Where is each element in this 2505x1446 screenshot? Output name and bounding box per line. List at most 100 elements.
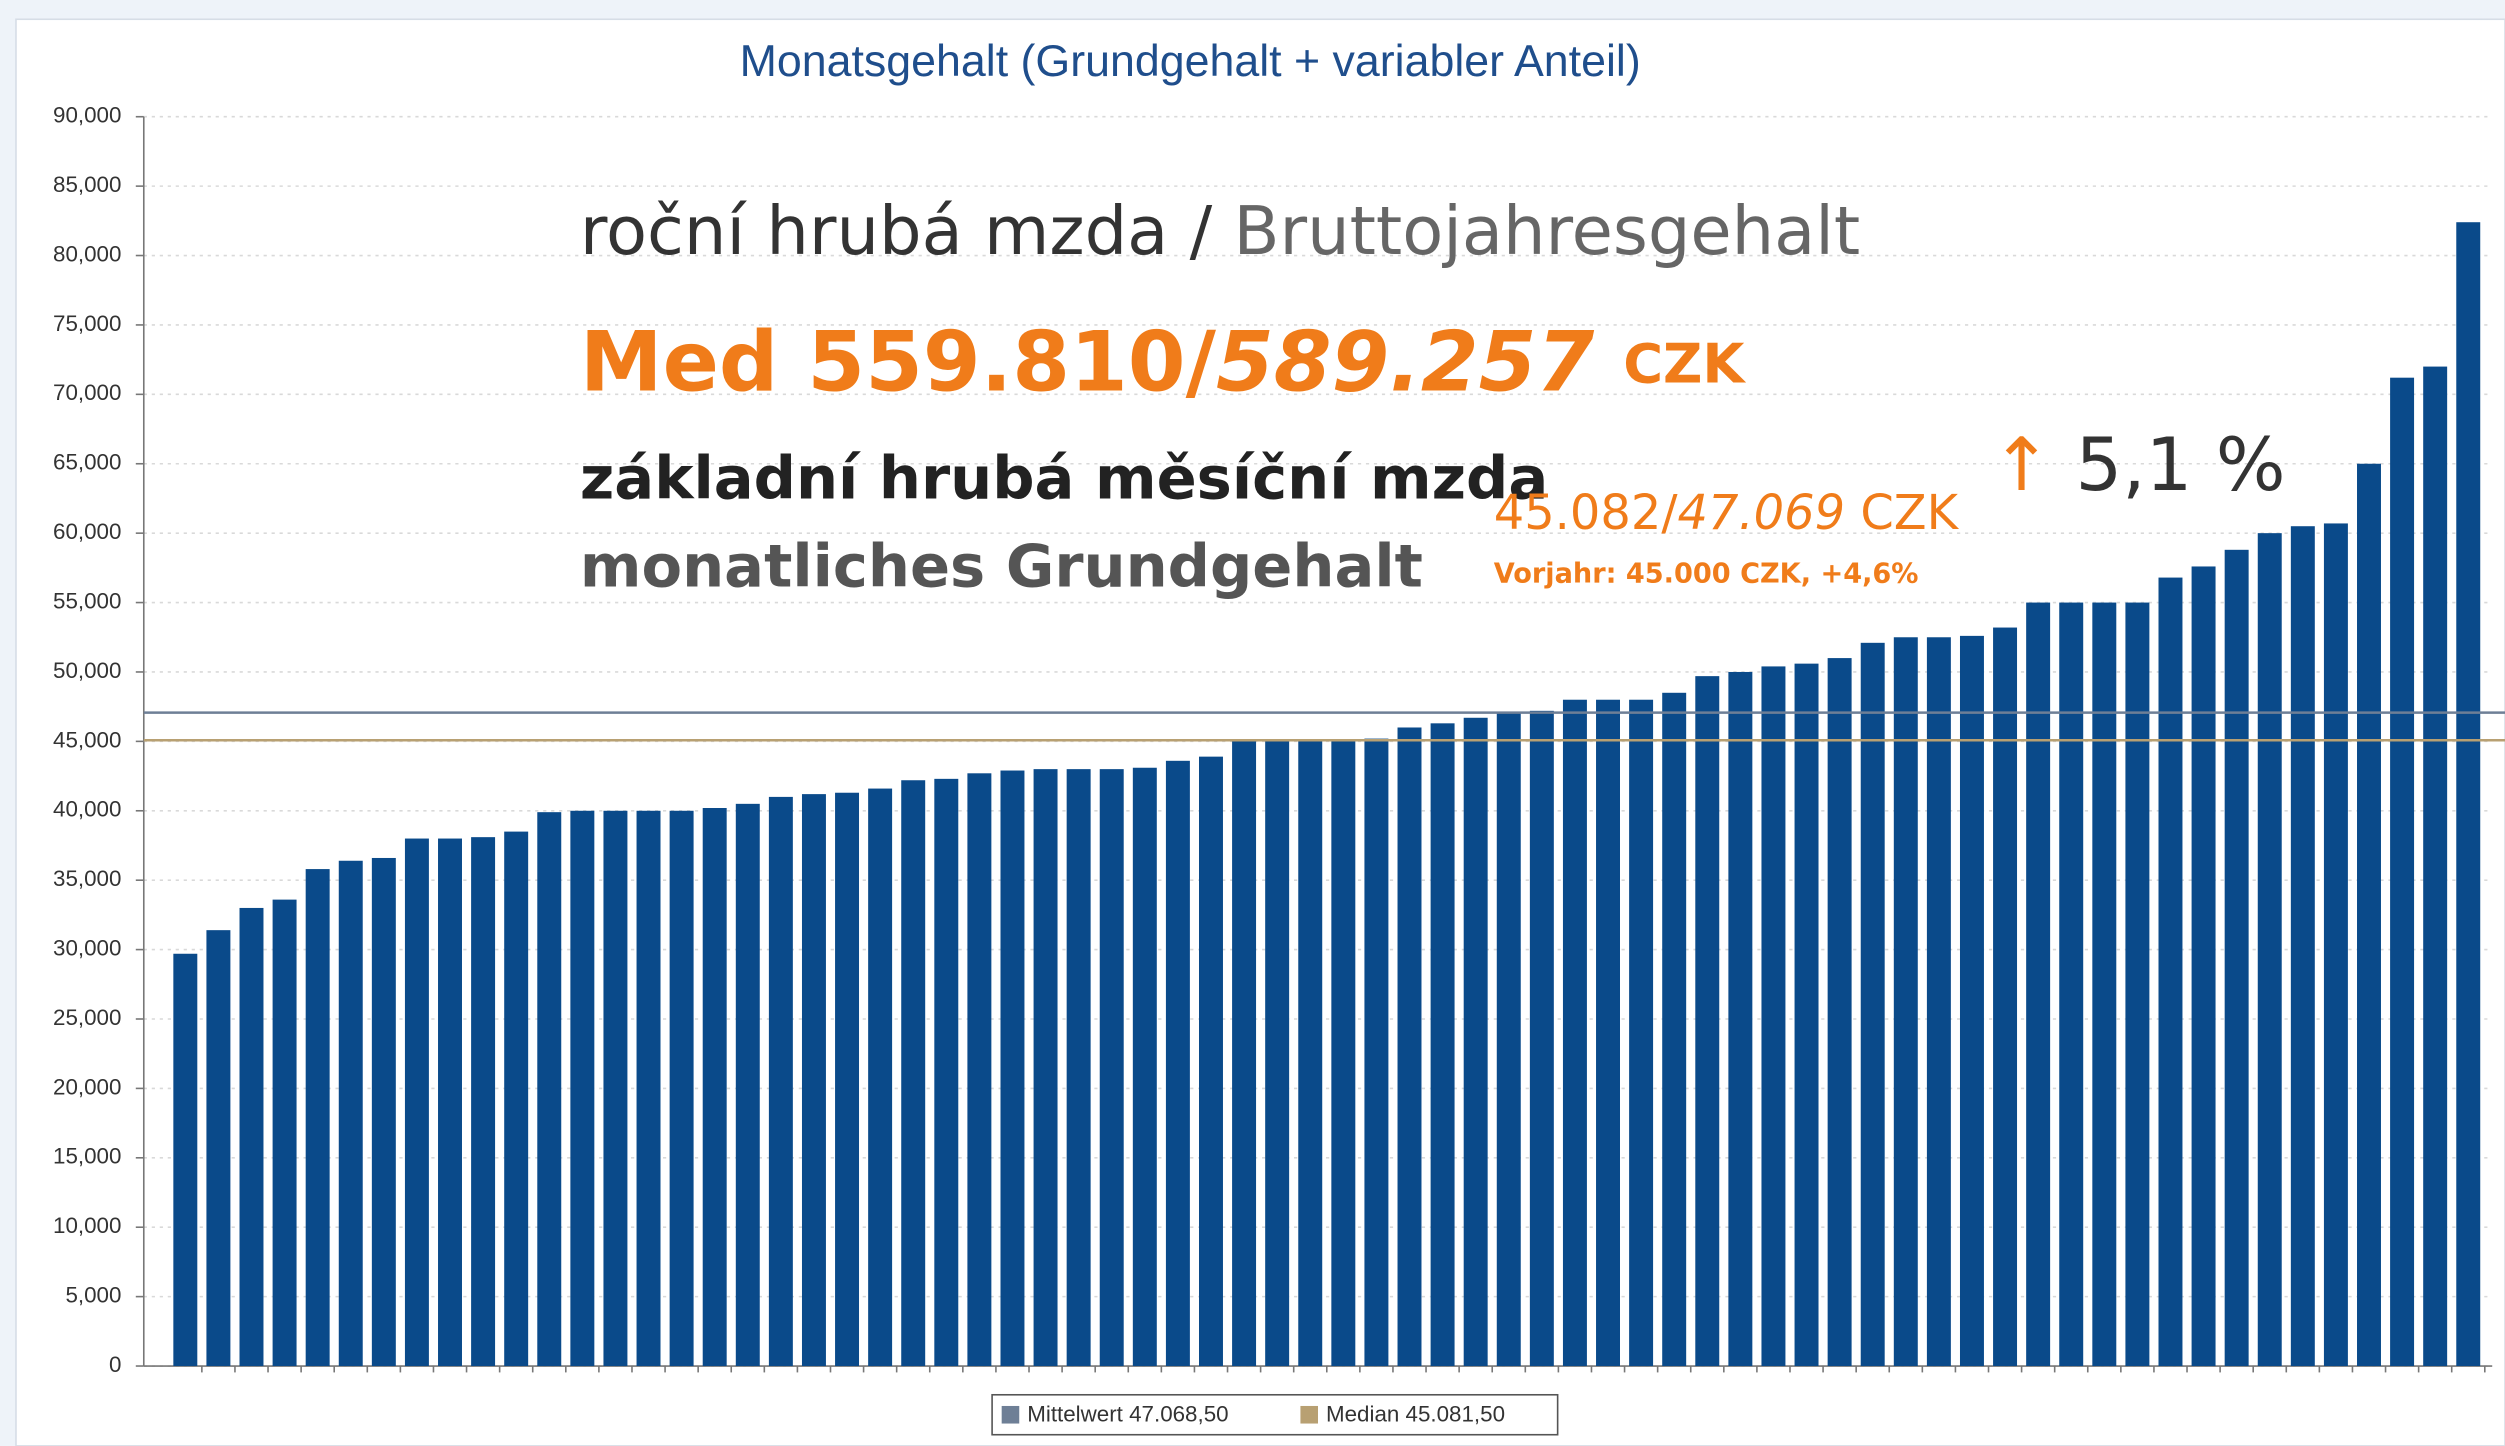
plot: 0 5,000 10,000 15,000 20,000 25,000 30,000 35,0… <box>53 103 2505 1377</box>
bar <box>1695 676 1720 1367</box>
y-tick-label: 20,000 <box>53 1074 121 1099</box>
bar <box>1165 760 1190 1367</box>
annotation: 45.082/47.069 CZK <box>1494 486 1960 541</box>
bar <box>1496 712 1521 1367</box>
bar <box>2257 533 2282 1367</box>
bar <box>636 810 661 1367</box>
legend-label: Mittelwert 47.068,50 <box>1027 1401 1228 1426</box>
bar <box>1000 770 1025 1367</box>
annotations: roční hrubá mzda / Bruttojahresgehalt Me… <box>580 191 2286 600</box>
y-tick-label: 5,000 <box>65 1283 121 1308</box>
y-tick-label: 40,000 <box>53 797 121 822</box>
y-tick-label: 80,000 <box>53 241 121 266</box>
chart-title: Monatsgehalt (Grundgehalt + variabler An… <box>740 37 1641 86</box>
bar <box>967 773 992 1367</box>
bar <box>206 930 231 1367</box>
bar <box>471 837 496 1367</box>
annotation: základní hrubá měsíční mzda <box>580 444 1548 513</box>
bar <box>1629 699 1654 1367</box>
bar <box>2357 463 2381 1367</box>
bar <box>2158 577 2183 1367</box>
bar <box>1099 769 1124 1367</box>
bar <box>438 838 462 1367</box>
bar <box>1199 756 1223 1367</box>
bar <box>1529 710 1554 1367</box>
bar <box>1066 769 1091 1367</box>
annotation-part: 45.082/ <box>1494 486 1679 541</box>
y-tick-label: 50,000 <box>53 658 121 683</box>
bar <box>404 838 429 1367</box>
bar <box>1265 741 1290 1367</box>
bar <box>1596 699 1621 1367</box>
bar <box>934 778 959 1367</box>
bar <box>2125 602 2150 1367</box>
annotation: Med 559.810/589.257 CZK <box>580 313 1746 410</box>
annotation-part: 589.257 <box>1216 313 1595 410</box>
y-tick-label: 0 <box>109 1352 121 1377</box>
bar <box>1331 739 1356 1367</box>
bar <box>2191 566 2216 1367</box>
bar <box>1232 741 1257 1367</box>
bar <box>801 794 826 1367</box>
annotation-part: ↑ <box>1991 423 2053 508</box>
bar <box>768 796 793 1367</box>
bar <box>702 808 727 1367</box>
bar <box>1761 666 1786 1367</box>
bar <box>1662 692 1687 1367</box>
annotation: Vorjahr: 45.000 CZK, +4,6% <box>1494 559 1919 590</box>
bar <box>338 860 363 1367</box>
y-tick-label: 25,000 <box>53 1005 121 1030</box>
bar <box>504 831 529 1367</box>
y-tick-label: 15,000 <box>53 1144 121 1169</box>
y-tick-label: 85,000 <box>53 172 121 197</box>
bar <box>2092 602 2117 1367</box>
bar <box>2456 222 2481 1367</box>
bar <box>868 788 893 1367</box>
annotation-part: Bruttojahresgehalt <box>1234 191 1861 269</box>
bar <box>1132 767 1157 1367</box>
bar <box>735 803 760 1367</box>
bar <box>537 812 562 1367</box>
annotation-part: Med 559.810/ <box>580 313 1217 410</box>
bar <box>305 869 330 1367</box>
bar <box>239 907 264 1367</box>
bar <box>1893 637 1918 1367</box>
bar <box>2290 526 2315 1367</box>
bar <box>371 857 396 1367</box>
y-tick-label: 10,000 <box>53 1213 121 1238</box>
y-tick-label: 60,000 <box>53 519 121 544</box>
bar <box>1926 637 1951 1367</box>
annotation-part: 5,1 % <box>2076 423 2286 508</box>
bar <box>835 792 860 1367</box>
bar <box>2059 602 2084 1367</box>
bar <box>1860 642 1885 1367</box>
annotation-part: 47.069 <box>1677 486 1845 541</box>
y-tick-label: 55,000 <box>53 588 121 613</box>
bar <box>1728 671 1753 1367</box>
bar <box>1298 741 1323 1367</box>
annotation-part: CZK <box>1623 333 1746 396</box>
bar <box>2224 549 2249 1367</box>
annotation: roční hrubá mzda / Bruttojahresgehalt <box>580 191 1860 269</box>
legend-swatch <box>1300 1405 1319 1424</box>
annotation-part: CZK <box>1860 486 1959 541</box>
bar <box>570 810 595 1367</box>
bar <box>173 953 198 1367</box>
y-tick-label: 45,000 <box>53 727 121 752</box>
chart-panel <box>15 18 2505 1446</box>
bar <box>603 810 628 1367</box>
y-tick-label: 30,000 <box>53 935 121 960</box>
bar <box>2423 366 2448 1367</box>
bar <box>1033 769 1058 1367</box>
y-tick-label: 35,000 <box>53 866 121 891</box>
bar <box>2026 602 2051 1367</box>
legend <box>991 1393 1559 1436</box>
bar <box>1959 635 1984 1367</box>
bar <box>1794 663 1819 1367</box>
bar <box>669 810 694 1367</box>
bar <box>1397 727 1422 1367</box>
bar <box>1562 699 1587 1367</box>
bar <box>2390 377 2415 1367</box>
bar <box>1993 627 2018 1367</box>
